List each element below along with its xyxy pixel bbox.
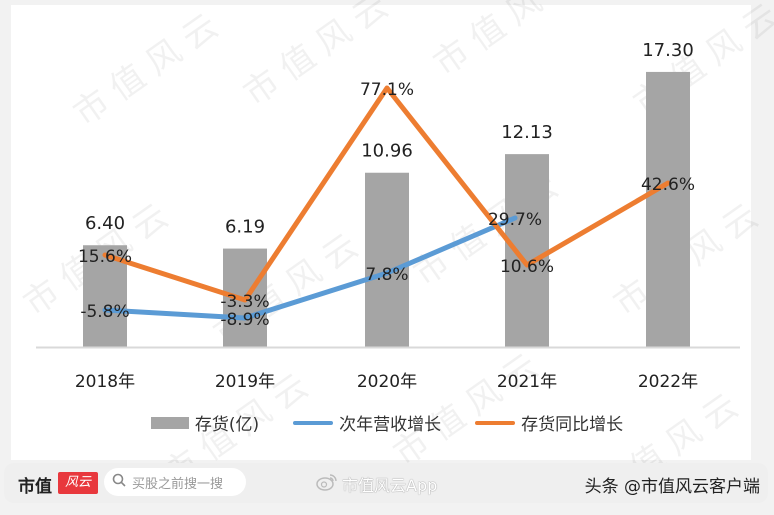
line-point-label: 77.1% <box>360 80 414 100</box>
brand-logo-text: 市值 <box>18 477 52 497</box>
legend-swatch-line-orange <box>475 420 516 425</box>
legend-swatch-bar <box>150 416 189 429</box>
footer-bar: 市值 风云 买股之前搜一搜 市值风云App 头条 @市值风云客户端 <box>4 463 768 503</box>
legend-label: 存货(亿) <box>194 415 260 435</box>
weibo-icon <box>316 472 338 496</box>
combo-chart: 6.40 6.19 10.96 12.13 17.30 2018年 2019年 2020年 20… <box>36 40 740 392</box>
chart-legend: 存货(亿) 次年营收增长 存货同比增长 <box>0 410 774 435</box>
bar-value-label: 17.30 <box>642 40 694 61</box>
x-tick-label: 2020年 <box>357 372 417 392</box>
x-tick-label: 2019年 <box>215 372 275 392</box>
toutiao-attribution: 头条 @市值风云客户端 <box>584 477 760 497</box>
x-tick-label: 2021年 <box>497 372 557 392</box>
bar-value-label: 10.96 <box>361 141 413 162</box>
line-point-label: 15.6% <box>78 247 132 267</box>
legend-item-inventory-yoy-growth: 存货同比增长 <box>475 410 623 435</box>
bar-2022年 <box>646 71 690 348</box>
line-point-label: 7.8% <box>365 265 408 285</box>
bar-value-label: 12.13 <box>501 122 553 143</box>
search-icon <box>112 473 126 491</box>
brand-logo-badge: 风云 <box>58 472 98 494</box>
weibo-text: 市值风云App <box>342 476 438 495</box>
line-point-label: -5.8% <box>80 302 129 322</box>
line-point-label: 42.6% <box>641 175 695 195</box>
x-tick-label: 2018年 <box>75 372 135 392</box>
x-tick-label: 2022年 <box>638 372 698 392</box>
search-box[interactable]: 买股之前搜一搜 <box>104 468 246 496</box>
line-next-year-revenue-growth <box>102 215 518 321</box>
weibo-watermark: 市值风云App <box>316 472 437 496</box>
line-point-label: -3.3% <box>220 292 269 312</box>
line-point-label: 29.7% <box>488 210 542 230</box>
bar-2020年 <box>365 172 409 347</box>
line-point-label: 10.6% <box>500 257 554 277</box>
line-point-label: -8.9% <box>220 310 269 330</box>
legend-item-inventory: 存货(亿) <box>150 410 260 435</box>
bar-value-label: 6.40 <box>85 213 125 234</box>
legend-swatch-line-blue <box>293 420 334 425</box>
legend-label: 存货同比增长 <box>521 415 624 435</box>
line-inventory-yoy-growth <box>102 85 671 303</box>
search-placeholder: 买股之前搜一搜 <box>132 476 224 492</box>
legend-item-next-year-revenue-growth: 次年营收增长 <box>293 410 441 435</box>
legend-label: 次年营收增长 <box>339 415 442 435</box>
bar-value-label: 6.19 <box>225 217 265 238</box>
bar-2021年 <box>505 154 549 347</box>
